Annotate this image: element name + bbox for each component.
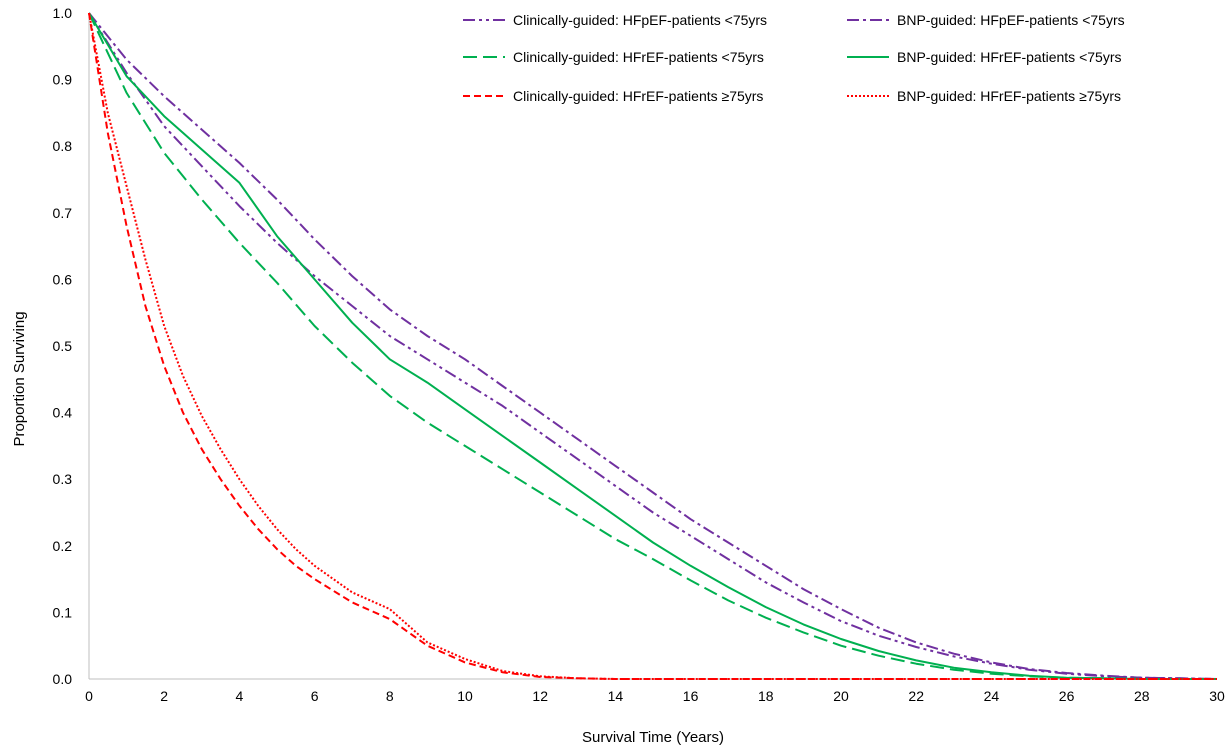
y-tick-label: 0.1 [53,604,73,620]
x-tick-label: 22 [908,688,924,704]
series-line-5 [88,12,1217,680]
x-tick-label: 2 [160,688,168,704]
y-tick-label: 0.9 [53,72,73,88]
legend-label: BNP-guided: HFrEF-patients <75yrs [897,49,1121,65]
axes: 0 2 4 6 8 10 12 14 16 18 20 22 24 26 28 300.00.10.20.30… [53,5,1225,704]
y-tick-label: 0.6 [53,271,73,287]
x-tick-label: 4 [236,688,244,704]
series-line-4 [88,12,1217,680]
series-line-1 [88,12,1218,680]
x-axis-title: Survival Time (Years) [582,729,724,746]
x-tick-label: 10 [457,688,473,704]
x-tick-label: 12 [532,688,548,704]
x-tick-label: 14 [608,688,624,704]
x-tick-label: 0 [85,688,93,704]
y-tick-label: 0.5 [53,338,73,354]
legend-label: BNP-guided: HFrEF-patients ≥75yrs [897,88,1121,104]
series-lines [88,12,1218,680]
y-tick-label: 1.0 [53,5,73,21]
x-tick-label: 30 [1209,688,1225,704]
legend-label: Clinically-guided: HFrEF-patients ≥75yrs [513,88,763,104]
x-tick-label: 24 [984,688,1000,704]
x-tick-label: 6 [311,688,319,704]
series-line-6 [88,12,1217,680]
y-tick-label: 0.4 [53,405,73,421]
x-tick-label: 18 [758,688,774,704]
x-tick-label: 8 [386,688,394,704]
y-tick-label: 0.0 [53,671,73,687]
y-tick-label: 0.8 [53,138,73,154]
series-line-2 [88,12,1218,680]
legend-label: BNP-guided: HFpEF-patients <75yrs [897,12,1125,28]
legend-label: Clinically-guided: HFpEF-patients <75yrs [513,12,767,28]
legend: Clinically-guided: HFpEF-patients <75yrs… [463,12,1125,104]
legend-label: Clinically-guided: HFrEF-patients <75yrs [513,49,764,65]
y-tick-label: 0.7 [53,205,73,221]
x-tick-label: 16 [683,688,699,704]
y-axis-title: Proportion Surviving [11,311,28,446]
y-tick-label: 0.2 [53,538,73,554]
x-tick-label: 28 [1134,688,1150,704]
x-tick-label: 20 [833,688,849,704]
series-line-3 [88,12,1217,680]
x-tick-label: 26 [1059,688,1075,704]
y-tick-label: 0.3 [53,471,73,487]
